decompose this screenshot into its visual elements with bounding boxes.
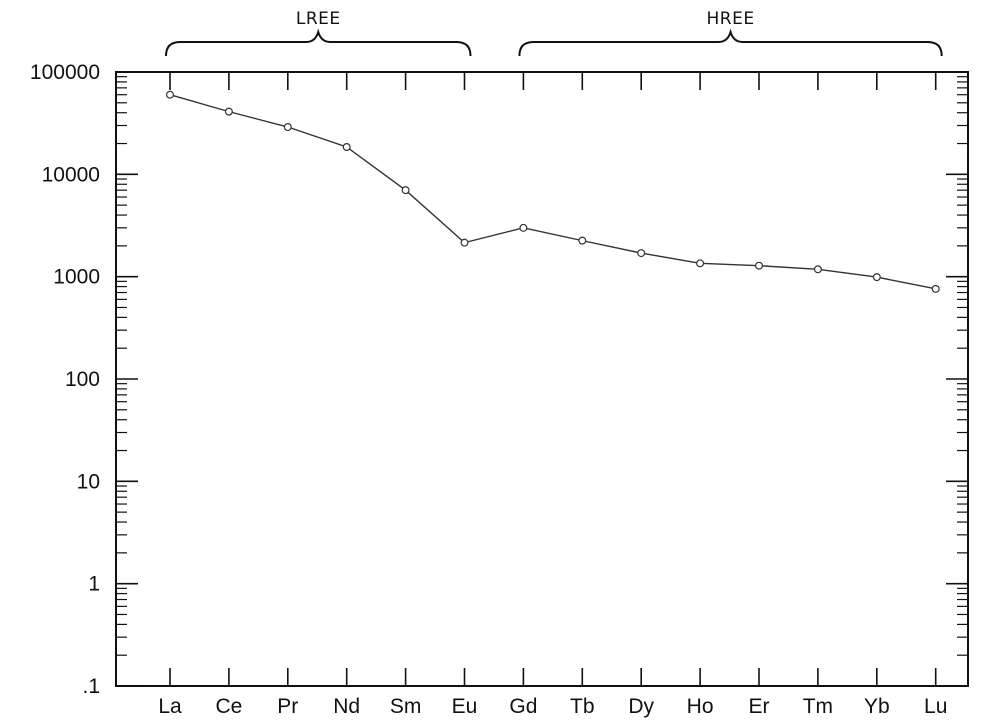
y-tick-labels: .1 1 10 100 1000 10000 100000 — [30, 61, 100, 698]
axis-ticks — [116, 71, 968, 687]
data-point — [519, 223, 528, 232]
group-label: LREE — [296, 9, 341, 29]
data-point — [872, 273, 881, 282]
data-point — [578, 236, 587, 245]
x-tick-labels: La Ce Pr Nd Sm Eu Gd Tb Dy Ho Er Tm Yb Lu — [158, 695, 947, 718]
y-tick-label: 1000 — [53, 266, 100, 289]
data-point — [224, 107, 233, 116]
x-tick-label: Tm — [803, 695, 833, 718]
data-point — [813, 265, 822, 274]
y-tick-label: .1 — [82, 675, 100, 698]
x-tick-label: Gd — [509, 695, 537, 718]
y-tick-label: 1 — [88, 573, 100, 596]
x-tick-label: Yb — [864, 695, 890, 718]
group-bracket — [165, 28, 472, 57]
data-point — [637, 249, 646, 258]
data-point — [342, 142, 351, 151]
x-tick-label: Eu — [452, 695, 478, 718]
data-point — [754, 261, 763, 270]
x-tick-label: Sm — [390, 695, 422, 718]
y-tick-label: 100 — [65, 368, 100, 391]
plot-frame — [115, 71, 969, 687]
group-brackets: LREE HREE — [165, 9, 943, 57]
data-point — [401, 186, 410, 195]
x-tick-label: Er — [749, 695, 770, 718]
data-point — [460, 238, 469, 247]
x-tick-label: Nd — [333, 695, 360, 718]
group-label: HREE — [707, 9, 755, 29]
y-tick-label: 10000 — [42, 163, 100, 186]
data-point — [931, 284, 940, 293]
x-tick-label: Pr — [277, 695, 298, 718]
x-tick-label: Ho — [687, 695, 714, 718]
data-point — [696, 259, 705, 268]
x-tick-label: Ce — [215, 695, 242, 718]
x-tick-label: La — [158, 695, 182, 718]
data-point — [166, 90, 175, 99]
y-tick-label: 10 — [77, 470, 100, 493]
x-tick-label: Dy — [628, 695, 654, 718]
group-bracket — [518, 28, 943, 57]
x-tick-label: Tb — [570, 695, 595, 718]
x-tick-label: Lu — [924, 695, 947, 718]
series-line — [169, 94, 936, 290]
y-tick-label: 100000 — [30, 61, 100, 84]
data-point — [283, 123, 292, 132]
series-layer — [166, 90, 940, 293]
